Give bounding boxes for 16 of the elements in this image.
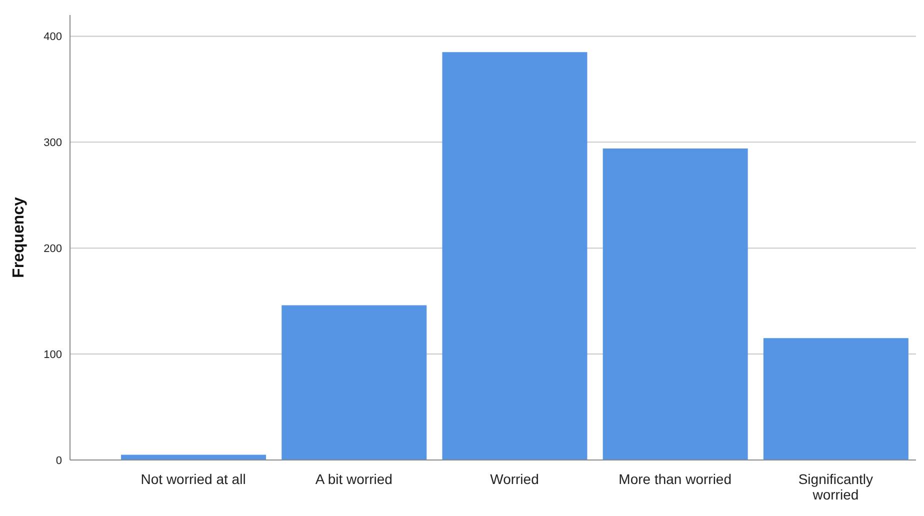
x-tick-label: A bit worried — [315, 470, 392, 487]
x-tick-label: Significantly worried — [798, 470, 874, 502]
bar — [763, 338, 908, 460]
x-tick-label: Not worried at all — [140, 470, 246, 487]
bar — [121, 454, 266, 460]
y-tick-label: 100 — [44, 348, 62, 361]
y-tick-label: 200 — [44, 243, 62, 255]
y-tick-label: 0 — [56, 454, 62, 467]
x-tick-label: Worried — [490, 470, 539, 487]
y-tick-label: 400 — [44, 31, 62, 44]
y-tick-label: 300 — [44, 137, 62, 150]
bar — [282, 305, 427, 460]
bar — [442, 52, 588, 460]
x-tick-label: More than worried — [618, 470, 732, 487]
bar — [602, 148, 748, 460]
y-axis-title: Frequency — [10, 196, 28, 278]
